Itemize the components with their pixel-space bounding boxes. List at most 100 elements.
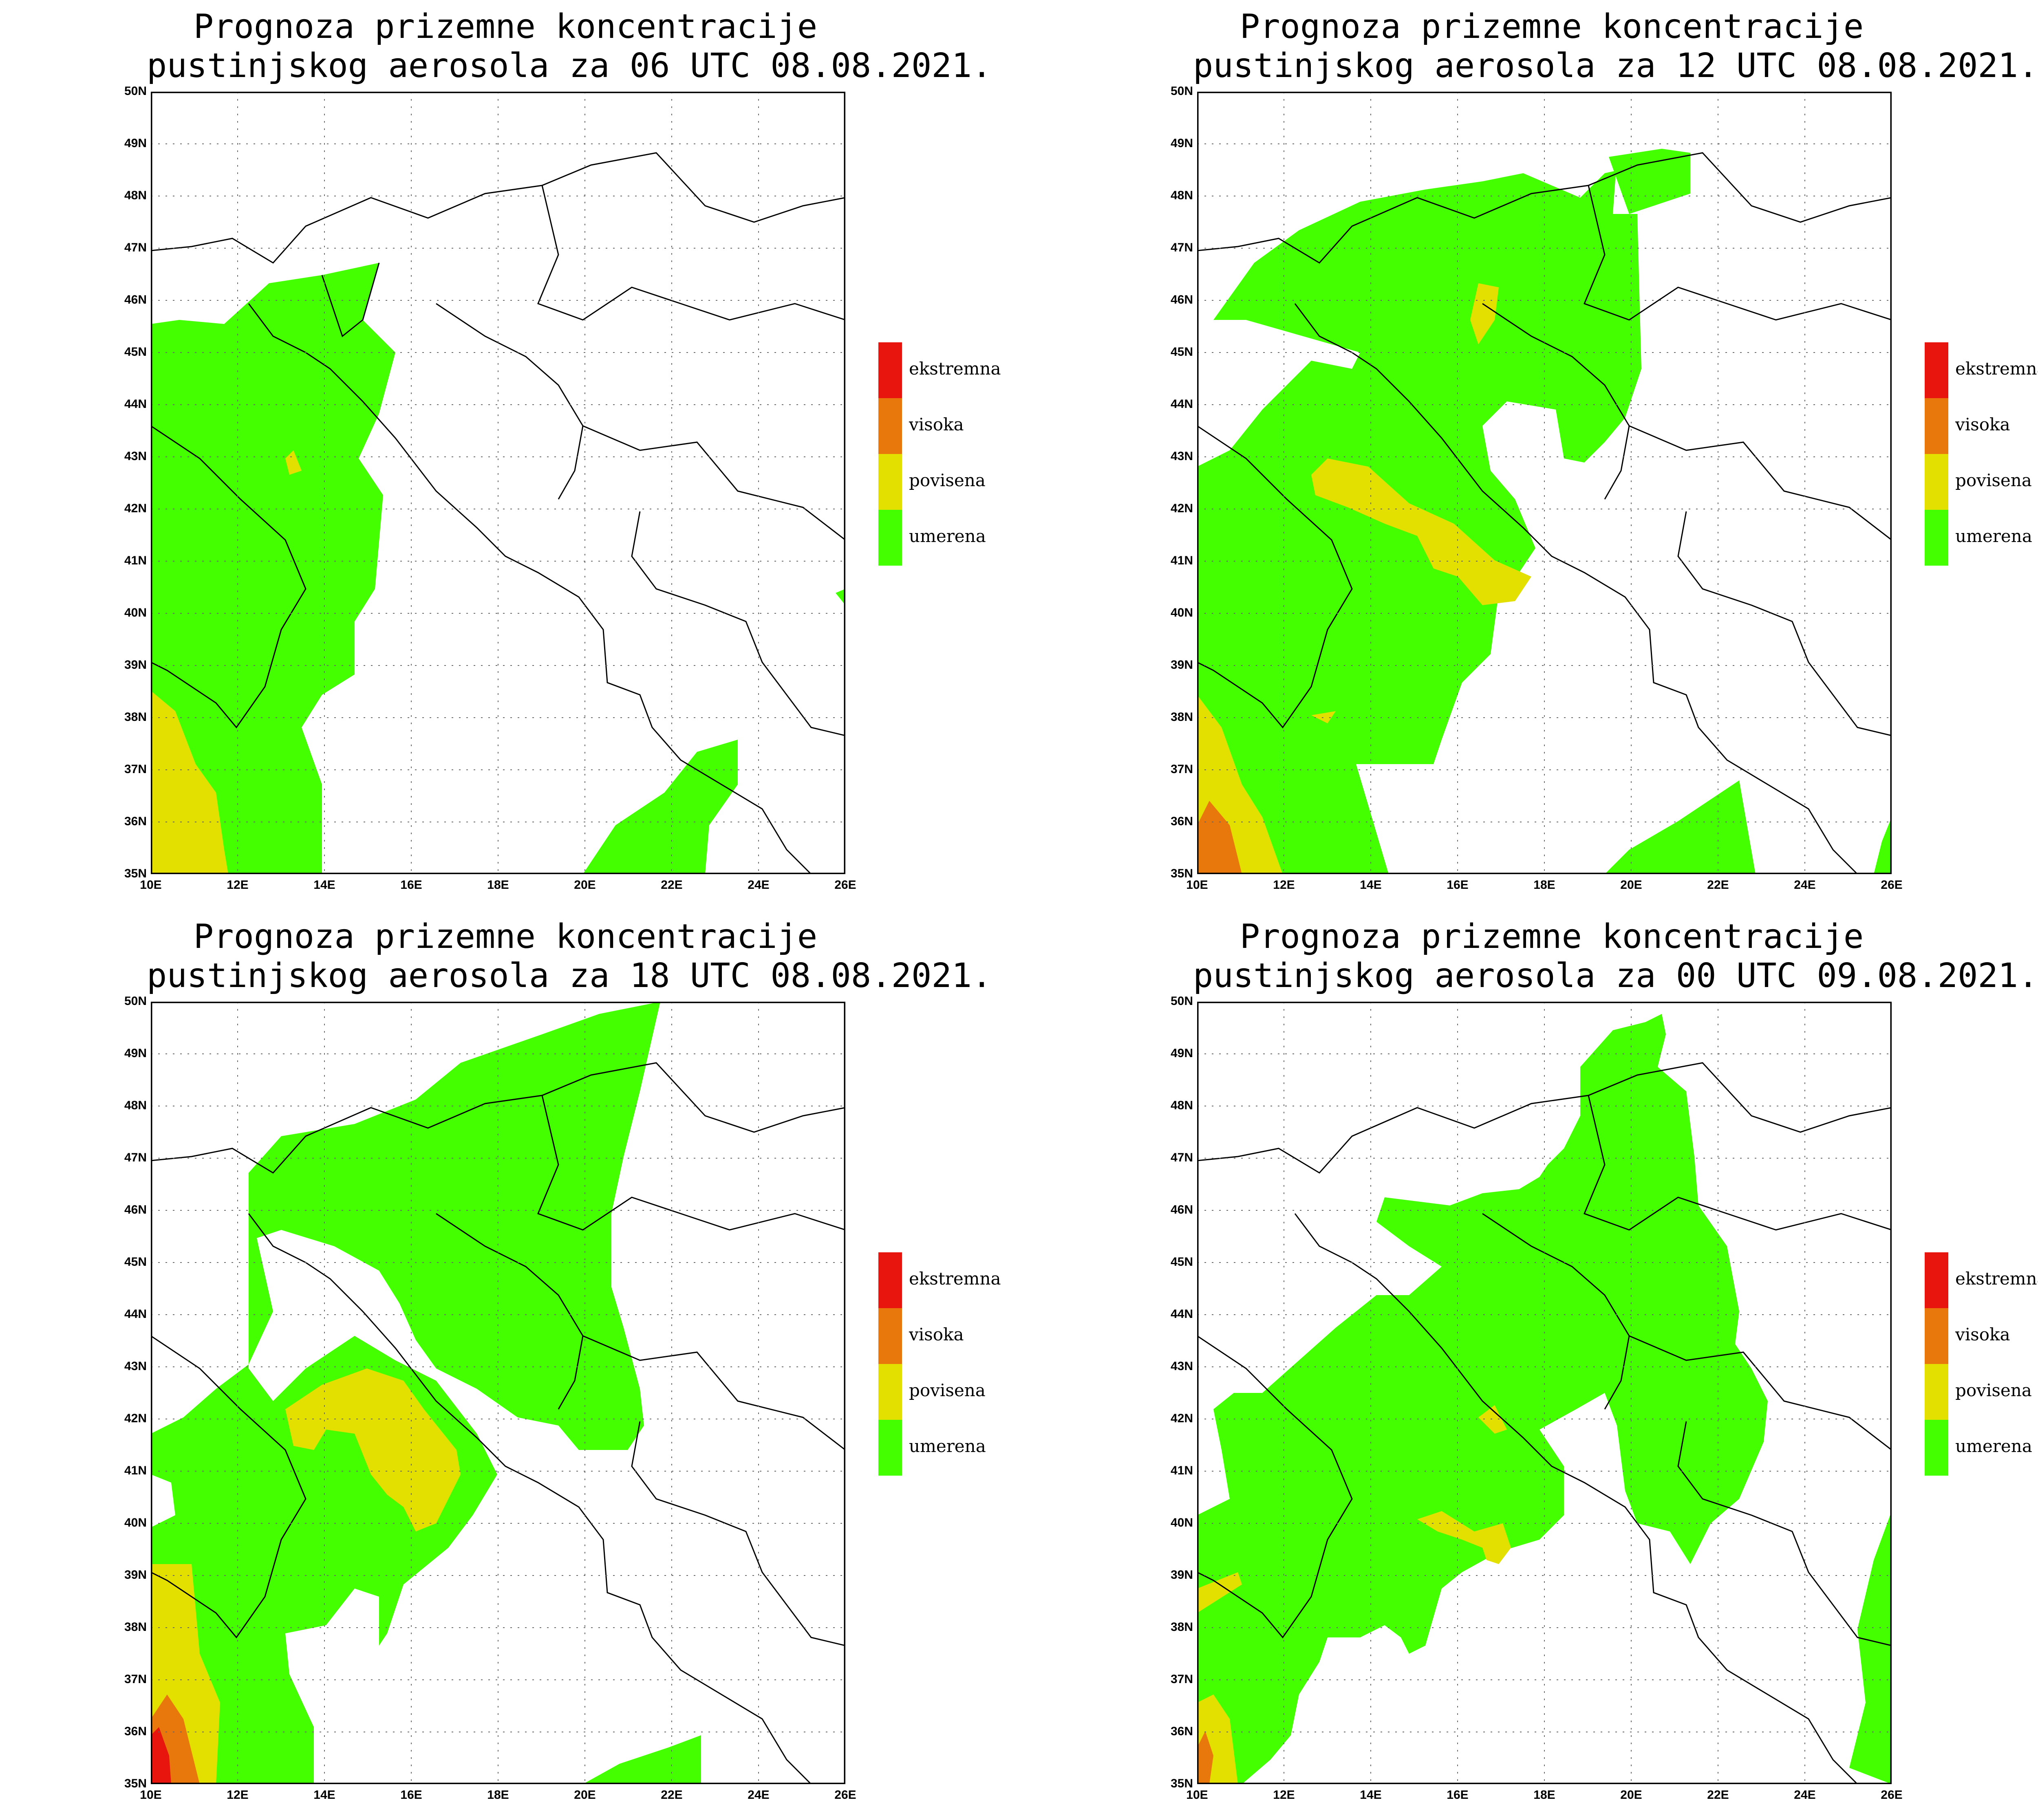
longitude-label: 10E: [140, 878, 162, 892]
legend-label: visoka: [1955, 1324, 2010, 1344]
legend-item-ekstremna: ekstremna: [878, 342, 1029, 398]
longitude-label: 14E: [1360, 878, 1382, 892]
legend-swatch: [878, 1420, 902, 1476]
latitude-label: 41N: [1170, 554, 1193, 567]
legend-swatch: [1925, 510, 1948, 566]
latitude-label: 49N: [124, 137, 147, 150]
legend-item-visoka: visoka: [878, 1308, 1029, 1364]
longitude-label: 16E: [1447, 878, 1469, 892]
latitude-label: 43N: [124, 1359, 147, 1373]
latitude-label: 39N: [1170, 658, 1193, 672]
latitude-label: 38N: [124, 1620, 147, 1634]
longitude-label: 26E: [1881, 1788, 1903, 1802]
legend-label: ekstremna: [1955, 1269, 2038, 1289]
legend-item-umerena: umerena: [878, 510, 1029, 566]
legend-label: umerena: [909, 1436, 986, 1456]
legend-label: umerena: [909, 526, 986, 546]
longitude-label: 24E: [1794, 878, 1816, 892]
latitude-label: 43N: [124, 449, 147, 463]
legend-label: ekstremna: [909, 359, 1001, 379]
forecast-map: [151, 92, 845, 874]
legend-swatch: [1925, 398, 1948, 454]
latitude-label: 45N: [1170, 1255, 1193, 1269]
longitude-label: 12E: [1273, 1788, 1295, 1802]
legend-label: visoka: [909, 414, 964, 434]
latitude-label: 42N: [1170, 1412, 1193, 1425]
panel-title: Prognoza prizemne koncentracije pustinjs…: [1193, 917, 2038, 995]
legend-swatch: [878, 510, 902, 566]
longitude-label: 16E: [1447, 1788, 1469, 1802]
latitude-label: 44N: [124, 1307, 147, 1321]
latitude-label: 49N: [1170, 1047, 1193, 1060]
legend-swatch: [878, 1308, 902, 1364]
latitude-label: 36N: [124, 815, 147, 828]
forecast-panel-00utc: Prognoza prizemne koncentracije pustinjs…: [1046, 910, 2038, 1820]
panel-title: Prognoza prizemne koncentracije pustinjs…: [147, 7, 992, 85]
country-borders: [151, 152, 845, 874]
forecast-panel-18utc: Prognoza prizemne koncentracije pustinjs…: [0, 910, 1046, 1820]
latitude-label: 46N: [124, 293, 147, 306]
latitude-label: 41N: [1170, 1464, 1193, 1477]
longitude-label: 16E: [400, 878, 422, 892]
longitude-label: 14E: [313, 878, 335, 892]
latitude-label: 39N: [1170, 1568, 1193, 1582]
latitude-label: 50N: [1170, 84, 1193, 98]
longitude-label: 18E: [1533, 878, 1555, 892]
legend-label: visoka: [909, 1324, 964, 1344]
legend-label: umerena: [1955, 526, 2032, 546]
latitude-label: 46N: [1170, 293, 1193, 306]
longitude-label: 12E: [227, 878, 249, 892]
legend-item-povisena: povisena: [1925, 1364, 2038, 1420]
longitude-label: 24E: [748, 1788, 770, 1802]
latitude-label: 35N: [1170, 1777, 1193, 1790]
panel-title: Prognoza prizemne koncentracije pustinjs…: [1193, 7, 2038, 85]
latitude-label: 36N: [124, 1725, 147, 1738]
legend-label: visoka: [1955, 414, 2010, 434]
legend-item-ekstremna: ekstremna: [1925, 342, 2038, 398]
latitude-label: 48N: [124, 1099, 147, 1112]
legend-swatch: [878, 342, 902, 398]
latitude-label: 39N: [124, 658, 147, 672]
longitude-label: 22E: [1707, 1788, 1729, 1802]
concentration-umerena: [151, 1002, 701, 1784]
latitude-label: 38N: [124, 710, 147, 724]
legend-swatch: [1925, 1308, 1948, 1364]
latitude-label: 46N: [124, 1203, 147, 1216]
latitude-label: 40N: [1170, 606, 1193, 619]
latitude-label: 39N: [124, 1568, 147, 1582]
longitude-label: 22E: [1707, 878, 1729, 892]
legend-item-povisena: povisena: [878, 1364, 1029, 1420]
latitude-label: 36N: [1170, 815, 1193, 828]
latitude-label: 38N: [1170, 1620, 1193, 1634]
legend-item-povisena: povisena: [878, 454, 1029, 510]
longitude-label: 24E: [1794, 1788, 1816, 1802]
latitude-label: 35N: [124, 1777, 147, 1790]
legend-label: umerena: [1955, 1436, 2032, 1456]
latitude-label: 42N: [124, 1412, 147, 1425]
longitude-label: 26E: [1881, 878, 1903, 892]
legend-item-umerena: umerena: [878, 1420, 1029, 1476]
latitude-label: 49N: [124, 1047, 147, 1060]
legend-swatch: [878, 398, 902, 454]
latitude-label: 49N: [1170, 137, 1193, 150]
latitude-label: 40N: [124, 1516, 147, 1529]
latitude-label: 37N: [124, 1672, 147, 1686]
latitude-label: 50N: [1170, 994, 1193, 1008]
latitude-label: 40N: [124, 606, 147, 619]
latitude-label: 50N: [124, 84, 147, 98]
concentration-umerena: [1197, 1014, 1892, 1784]
forecast-map: [1197, 92, 1892, 874]
longitude-label: 18E: [1533, 1788, 1555, 1802]
concentration-ekstremna: [151, 1727, 171, 1784]
concentration-povisena: [151, 450, 302, 874]
forecast-map: [1197, 1002, 1892, 1784]
latitude-label: 47N: [1170, 241, 1193, 254]
longitude-label: 14E: [1360, 1788, 1382, 1802]
latitude-label: 42N: [124, 502, 147, 515]
longitude-label: 10E: [1186, 878, 1208, 892]
legend-swatch: [1925, 454, 1948, 510]
forecast-panel-06utc: Prognoza prizemne koncentracije pustinjs…: [0, 0, 1046, 910]
latitude-label: 45N: [124, 1255, 147, 1269]
concentration-visoka: [1197, 1731, 1213, 1784]
legend-swatch: [1925, 1420, 1948, 1476]
